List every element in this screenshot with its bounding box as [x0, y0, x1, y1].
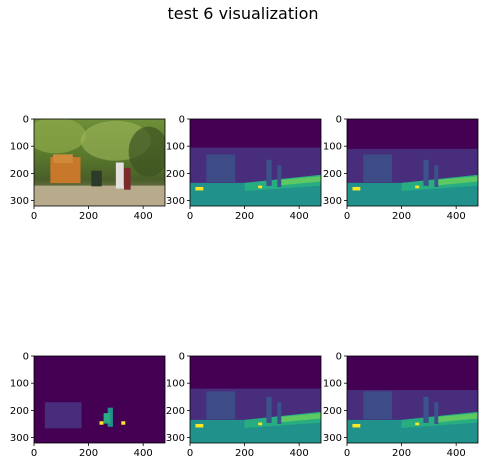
- panel-4: 0 200 400 0 100 200 300: [10, 352, 166, 459]
- y-tick-label: 100: [323, 142, 342, 153]
- y-tick-label: 100: [166, 142, 185, 153]
- x-tick-label: 0: [187, 448, 193, 459]
- axes-frame: [346, 118, 479, 207]
- y-tick-label: 0: [179, 115, 185, 126]
- y-tick-label: 300: [323, 433, 342, 444]
- panel-3: 0 200 400 0 100 200 300: [323, 115, 479, 222]
- y-tick-label: 100: [10, 379, 29, 390]
- x-tick-label: 0: [187, 211, 193, 222]
- panel-6: 0 200 400 0 100 200 300: [323, 352, 479, 459]
- panel-image: [190, 356, 321, 443]
- panel-image: [347, 356, 478, 443]
- panel-1: 0 200 400 0 100 200 300: [10, 115, 166, 222]
- axes-frame: [33, 118, 166, 207]
- x-tick-label: 400: [290, 211, 309, 222]
- figure-title: test 6 visualization: [167, 4, 319, 23]
- panel-image: [347, 119, 478, 206]
- y-tick-label: 300: [10, 433, 29, 444]
- y-tick-label: 0: [336, 352, 342, 363]
- y-tick-label: 100: [166, 379, 185, 390]
- y-tick-label: 300: [323, 196, 342, 207]
- panel-image: [190, 119, 321, 206]
- x-tick-label: 400: [447, 448, 466, 459]
- x-tick-label: 0: [344, 448, 350, 459]
- x-tick-label: 400: [447, 211, 466, 222]
- panel-image: [34, 119, 165, 206]
- y-tick-label: 300: [166, 196, 185, 207]
- y-tick-label: 0: [179, 352, 185, 363]
- y-tick-label: 100: [323, 379, 342, 390]
- y-tick-label: 300: [166, 433, 185, 444]
- y-tick-label: 200: [323, 406, 342, 417]
- y-tick-label: 200: [166, 169, 185, 180]
- y-tick-label: 300: [10, 196, 29, 207]
- x-tick-label: 0: [31, 448, 37, 459]
- axes-frame: [346, 355, 479, 444]
- x-tick-label: 0: [344, 211, 350, 222]
- x-tick-label: 400: [134, 448, 153, 459]
- y-tick-label: 0: [23, 115, 29, 126]
- axes-frame: [33, 355, 166, 444]
- y-tick-label: 200: [10, 169, 29, 180]
- panel-image: [34, 356, 165, 443]
- y-tick-label: 200: [10, 406, 29, 417]
- x-tick-label: 0: [31, 211, 37, 222]
- x-tick-label: 200: [235, 211, 254, 222]
- x-tick-label: 200: [79, 448, 98, 459]
- x-tick-label: 200: [235, 448, 254, 459]
- y-tick-label: 200: [323, 169, 342, 180]
- x-tick-label: 200: [79, 211, 98, 222]
- x-tick-label: 400: [290, 448, 309, 459]
- axes-frame: [189, 355, 322, 444]
- x-tick-label: 400: [134, 211, 153, 222]
- panel-5: 0 200 400 0 100 200 300: [166, 352, 322, 459]
- y-tick-label: 100: [10, 142, 29, 153]
- panel-2: 0 200 400 0 100 200 300: [166, 115, 322, 222]
- y-tick-label: 0: [336, 115, 342, 126]
- y-tick-label: 200: [166, 406, 185, 417]
- x-tick-label: 200: [392, 448, 411, 459]
- axes-frame: [189, 118, 322, 207]
- x-tick-label: 200: [392, 211, 411, 222]
- y-tick-label: 0: [23, 352, 29, 363]
